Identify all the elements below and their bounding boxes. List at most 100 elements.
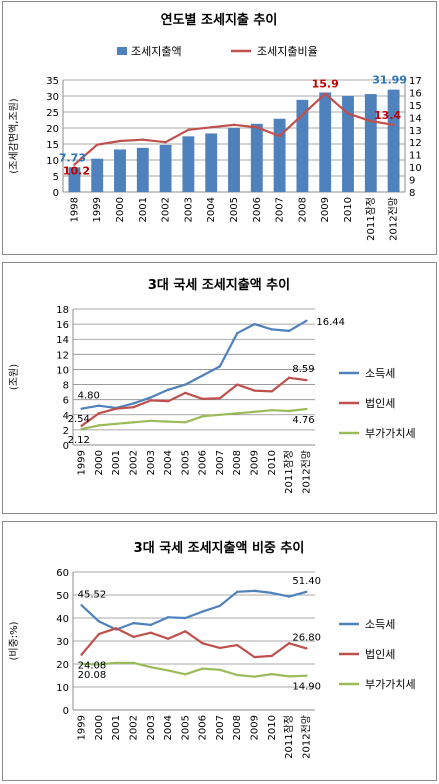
- y2-tick-label: 16: [409, 88, 422, 99]
- point-소득세-2004: [166, 616, 170, 619]
- point-법인세-2005: [184, 391, 187, 395]
- x-tick-label: 1998: [69, 197, 80, 222]
- y2-tick-label: 17: [409, 76, 422, 87]
- x-tick-label: 2006: [252, 197, 263, 222]
- point-조세지출비율-2008: [301, 113, 304, 117]
- y-axis-label: (조세감면액,조원): [8, 98, 20, 173]
- y-tick-label: 2: [63, 426, 69, 437]
- y-tick-label: 6: [63, 396, 69, 407]
- y2-tick-label: 15: [409, 101, 422, 112]
- y-tick-label: 15: [46, 140, 59, 151]
- point-소득세-2012전망: [305, 319, 308, 322]
- point-소득세-2007: [218, 365, 222, 368]
- data-label: 2.12: [68, 435, 90, 446]
- data-label: 45.52: [78, 589, 107, 600]
- y-axis-label: (조원): [8, 364, 20, 390]
- point-조세지출비율-2006: [255, 126, 258, 129]
- x-tick-label: 2003: [183, 197, 194, 222]
- point-조세지출비율-2004: [210, 126, 213, 129]
- point-부가가치세-2004: [166, 669, 170, 672]
- point-소득세-2003: [149, 396, 152, 399]
- data-label: 7.73: [59, 151, 86, 164]
- point-조세지출비율-2005: [232, 123, 236, 127]
- x-tick-label: 2000: [94, 450, 105, 475]
- point-소득세-2006: [201, 610, 204, 613]
- bar-2000: [114, 149, 126, 192]
- point-법인세-2007: [218, 396, 222, 400]
- point-법인세-2000: [97, 412, 101, 415]
- x-tick-label: 2005: [180, 715, 191, 740]
- x-tick-label: 2007: [215, 450, 226, 475]
- point-부가가치세-2008: [236, 673, 239, 677]
- point-법인세-2005: [184, 630, 187, 633]
- x-tick-label: 2004: [163, 715, 174, 740]
- y-tick-label: 20: [56, 660, 69, 671]
- point-법인세-2002: [132, 406, 135, 409]
- point-소득세-2002: [132, 621, 135, 625]
- data-label: 14.90: [292, 682, 321, 693]
- y-tick-label: 0: [63, 441, 69, 452]
- x-tick-label: 2008: [232, 450, 243, 475]
- bar-2002: [159, 144, 172, 192]
- x-tick-label: 2002: [161, 197, 172, 222]
- point-소득세-2005: [184, 616, 187, 620]
- x-tick-label: 2004: [163, 450, 174, 475]
- point-부가가치세-2009: [253, 410, 256, 413]
- x-tick-label: 2001: [138, 197, 149, 222]
- point-조세지출비율-2011잠정: [369, 119, 372, 123]
- y-tick-label: 8: [63, 381, 69, 392]
- point-소득세-1999: [80, 604, 83, 607]
- x-tick-label: 2011잠정: [283, 715, 295, 759]
- x-tick-label: 2012전망: [388, 197, 400, 241]
- y-tick-label: 10: [46, 156, 59, 167]
- x-tick-label: 2003: [146, 450, 157, 475]
- data-label: 16.44: [316, 317, 345, 328]
- legend-label-조세지출비율: 조세지출비율: [257, 45, 318, 58]
- point-부가가치세-2010: [270, 409, 273, 412]
- point-조세지출비율-2000: [118, 139, 122, 143]
- legend-label-법인세: 법인세: [365, 648, 395, 661]
- y-tick-label: 30: [56, 637, 69, 648]
- point-부가가치세-2011잠정: [287, 409, 291, 413]
- point-부가가치세-2006: [201, 415, 204, 418]
- point-부가가치세-1999: [80, 662, 83, 666]
- x-tick-label: 2000: [115, 197, 126, 222]
- data-label: 51.40: [292, 576, 321, 587]
- point-법인세-1999: [80, 653, 83, 656]
- x-tick-label: 2011잠정: [283, 450, 295, 494]
- bar-2001: [136, 147, 149, 192]
- series-line-부가가치세: [81, 661, 307, 678]
- data-label: 24.08: [78, 661, 107, 672]
- y2-tick-label: 10: [409, 163, 422, 174]
- bar-2007: [273, 118, 286, 192]
- bar-1999: [91, 158, 104, 192]
- y-tick-label: 60: [56, 568, 69, 579]
- y2-tick-label: 9: [409, 176, 415, 187]
- point-조세지출비율-2002: [164, 141, 167, 144]
- data-label: 2.54: [68, 414, 90, 425]
- data-label: 20.08: [78, 670, 107, 681]
- legend-label-조세지출액: 조세지출액: [131, 45, 182, 58]
- point-부가가치세-2007: [218, 668, 222, 671]
- bar-2005: [228, 128, 240, 192]
- bar-2004: [205, 133, 218, 192]
- y-tick-label: 12: [56, 350, 69, 361]
- x-tick-label: 2011잠정: [365, 197, 377, 241]
- point-법인세-2009: [253, 655, 256, 659]
- point-법인세-2009: [253, 389, 256, 392]
- y-tick-label: 5: [53, 172, 59, 183]
- x-tick-label: 2009: [320, 197, 331, 222]
- point-부가가치세-2012전망: [305, 407, 308, 411]
- y-tick-label: 10: [56, 365, 69, 376]
- point-법인세-2011잠정: [287, 642, 291, 645]
- point-부가가치세-2012전망: [305, 674, 308, 677]
- chart-panel-tax-expenditure: 연도별 조세지출 추이 0 5 10 15 20 25 30 35 8 9 10 11 12 13 14 15 1…: [2, 1, 437, 255]
- point-법인세-2006: [201, 397, 204, 401]
- point-소득세-2006: [201, 374, 204, 377]
- x-tick-label: 2007: [215, 715, 226, 740]
- bar-1998: [68, 167, 81, 192]
- point-부가가치세-2006: [201, 667, 204, 670]
- point-법인세-2012전망: [305, 378, 308, 382]
- point-법인세-2003: [149, 399, 152, 402]
- point-소득세-2003: [149, 623, 152, 627]
